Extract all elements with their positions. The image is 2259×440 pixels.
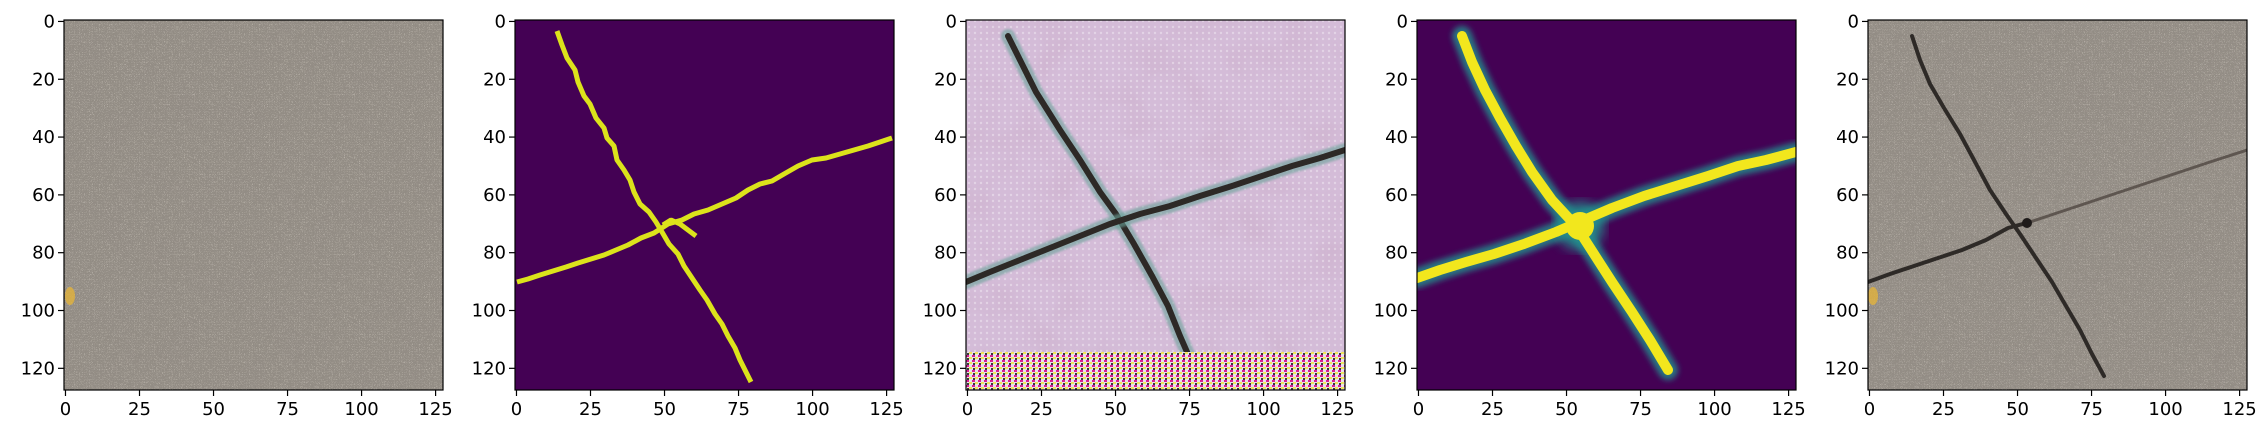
- x-tick-label: 125: [1320, 399, 1354, 420]
- x-tick-label: 100: [1697, 399, 1731, 420]
- y-tick-label: 80: [483, 243, 506, 264]
- y-tick-label: 60: [1385, 185, 1408, 206]
- x-tick-label: 50: [653, 399, 676, 420]
- x-tick-label: 100: [1246, 399, 1280, 420]
- y-tick-label: 100: [472, 301, 506, 322]
- y-tick-label: 20: [1836, 69, 1859, 90]
- generated-artifact-band: [966, 352, 1345, 390]
- x-tick-label: 25: [579, 399, 602, 420]
- composite-crack-lines: [1868, 34, 2247, 378]
- x-tick-label: 75: [2080, 399, 2103, 420]
- mask-background: [515, 20, 894, 390]
- composite-yellow-fleck: [1868, 287, 1878, 305]
- x-tick-label: 0: [962, 399, 973, 420]
- x-tick-label: 125: [418, 399, 452, 420]
- x-tick-label: 100: [344, 399, 378, 420]
- y-tick-label: 100: [1825, 301, 1859, 322]
- axes-panel-1: 0 25 50 75 100 125 0 20 40 60 80 100 120: [21, 11, 453, 420]
- axes-panel-5: 0 25 50 75 100 125 0 20 40 60 80 100 120: [1825, 11, 2257, 420]
- panel-1-input-texture: [64, 20, 443, 390]
- y-tick-label: 40: [1385, 127, 1408, 148]
- y-tick-label: 0: [495, 11, 506, 32]
- axes-frame: [1416, 19, 1797, 391]
- y-tick-label: 40: [483, 127, 506, 148]
- y-tick-label: 80: [934, 243, 957, 264]
- y-tick-label: 20: [483, 69, 506, 90]
- y-tick-label: 80: [32, 243, 55, 264]
- x-tick-label: 25: [1030, 399, 1053, 420]
- y-tick-label: 40: [1836, 127, 1859, 148]
- x-tick-label: 25: [1932, 399, 1955, 420]
- x-tick-label: 100: [795, 399, 829, 420]
- generated-crack-lines: [966, 29, 1345, 390]
- y-tick-label: 40: [934, 127, 957, 148]
- axes-panel-4: 0 25 50 75 100 125 0 20 40 60 80 100 120: [1374, 11, 1806, 420]
- x-tick-label: 75: [1629, 399, 1652, 420]
- y-tick-label: 100: [923, 301, 957, 322]
- y-tick-label: 120: [1825, 358, 1859, 379]
- y-tick-label: 100: [1374, 301, 1408, 322]
- axes-panel-2: 0 25 50 75 100 125 0 20 40 60 80 100 120: [472, 11, 904, 420]
- y-tick-label: 0: [44, 11, 55, 32]
- y-tick-label: 120: [472, 358, 506, 379]
- concrete-speckle: [64, 20, 443, 390]
- y-tick-label: 100: [21, 301, 55, 322]
- x-tick-label: 125: [2222, 399, 2256, 420]
- y-tick-label: 60: [934, 185, 957, 206]
- x-tick-label: 0: [1864, 399, 1875, 420]
- x-tick-label: 0: [511, 399, 522, 420]
- x-tick-label: 100: [2148, 399, 2182, 420]
- axes-frame: [63, 19, 444, 391]
- x-tick-label: 75: [1178, 399, 1201, 420]
- smooth-mask-crack: [1417, 26, 1796, 380]
- x-tick-label: 125: [869, 399, 903, 420]
- x-tick-label: 50: [202, 399, 225, 420]
- y-tick-label: 80: [1836, 243, 1859, 264]
- x-tick-label: 50: [1104, 399, 1127, 420]
- y-tick-label: 0: [946, 11, 957, 32]
- y-tick-label: 20: [934, 69, 957, 90]
- y-tick-label: 120: [923, 358, 957, 379]
- axes-frame: [1867, 19, 2248, 391]
- panel-5-composite: [1868, 20, 2247, 390]
- y-tick-label: 120: [1374, 358, 1408, 379]
- x-tick-label: 0: [1413, 399, 1424, 420]
- y-tick-label: 60: [483, 185, 506, 206]
- x-tick-label: 0: [60, 399, 71, 420]
- y-tick-label: 80: [1385, 243, 1408, 264]
- panel-2-binary-mask: [515, 20, 894, 390]
- axes-frame: [965, 19, 1346, 391]
- x-tick-label: 125: [1771, 399, 1805, 420]
- y-tick-label: 60: [32, 185, 55, 206]
- y-tick-label: 0: [1848, 11, 1859, 32]
- panel-3-generated-crack: [966, 20, 1345, 390]
- panel-4-smooth-mask: [1417, 20, 1796, 390]
- x-tick-label: 25: [1481, 399, 1504, 420]
- x-tick-label: 50: [2006, 399, 2029, 420]
- x-tick-label: 25: [128, 399, 151, 420]
- y-tick-label: 40: [32, 127, 55, 148]
- y-tick-label: 20: [32, 69, 55, 90]
- y-tick-label: 120: [21, 358, 55, 379]
- x-tick-label: 75: [276, 399, 299, 420]
- axes-frame: [514, 19, 895, 391]
- yellow-fleck: [65, 287, 75, 305]
- y-tick-label: 60: [1836, 185, 1859, 206]
- x-tick-label: 75: [727, 399, 750, 420]
- y-tick-label: 20: [1385, 69, 1408, 90]
- y-tick-label: 0: [1397, 11, 1408, 32]
- mask-crack-lines: [516, 30, 893, 384]
- x-tick-label: 50: [1555, 399, 1578, 420]
- axes-panel-3: 0 25 50 75 100 125 0 20 40 60 80 100 120: [923, 11, 1355, 420]
